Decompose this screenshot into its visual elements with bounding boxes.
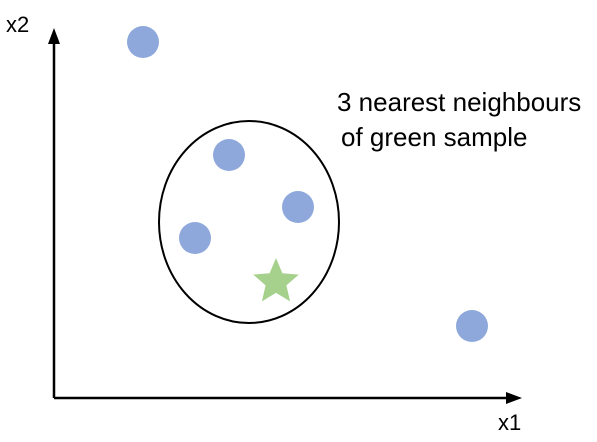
neighbourhood-ellipse bbox=[158, 120, 340, 324]
points bbox=[127, 26, 488, 342]
annotation-line-1: 3 nearest neighbours bbox=[337, 87, 581, 117]
neighbour-point-3 bbox=[179, 222, 211, 254]
annotation-line-2: of green sample bbox=[341, 122, 527, 152]
sample-point-top-left bbox=[127, 26, 159, 58]
neighbour-point-1 bbox=[213, 139, 245, 171]
y-axis-label: x2 bbox=[6, 12, 29, 37]
axes: x2 x1 bbox=[6, 12, 522, 435]
sample-point-bottom-right bbox=[456, 310, 488, 342]
x-axis-label: x1 bbox=[498, 410, 521, 435]
annotation: 3 nearest neighbours of green sample bbox=[337, 87, 581, 152]
neighbour-point-2 bbox=[282, 191, 314, 223]
y-axis-arrowhead bbox=[48, 28, 60, 44]
x-axis-arrowhead bbox=[506, 392, 522, 404]
green-sample-star bbox=[253, 258, 299, 302]
